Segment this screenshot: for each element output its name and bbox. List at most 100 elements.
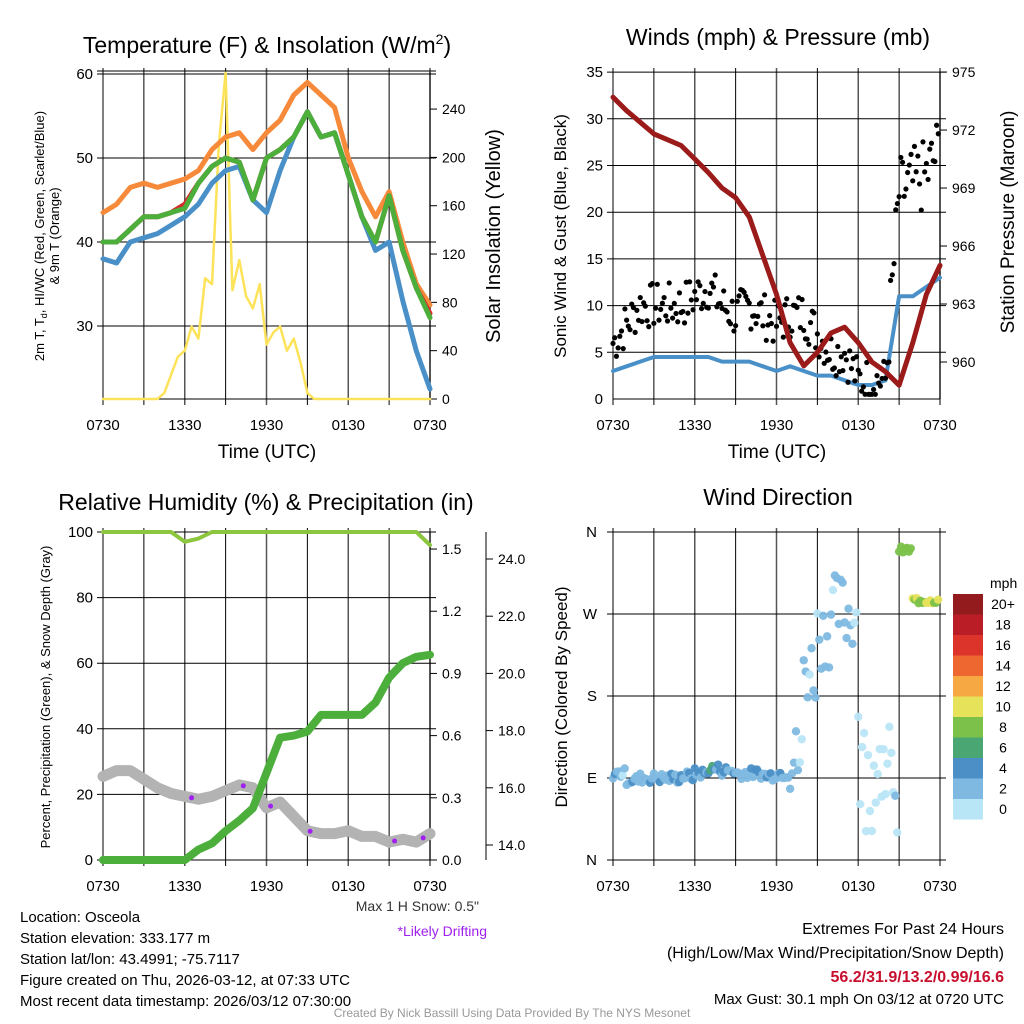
- gust-point: [644, 318, 650, 324]
- gust-point: [911, 143, 918, 150]
- gust-point: [637, 294, 643, 301]
- temp-yr-tick-label: 80: [442, 294, 458, 310]
- gust-point: [673, 310, 679, 317]
- precip-y-tick-label: 0.9: [442, 665, 462, 681]
- direction-point: [906, 544, 916, 553]
- direction-point: [848, 639, 857, 648]
- dir-xtick-label: 0730: [596, 878, 629, 895]
- location: Location: Osceola: [20, 909, 141, 926]
- gust-point: [685, 310, 691, 316]
- gust-point: [624, 317, 630, 323]
- snow-y-tick-label: 16.0: [498, 780, 525, 796]
- colorbar-swatch: [953, 717, 983, 738]
- gust-point: [845, 379, 851, 385]
- direction-point: [885, 722, 894, 732]
- dir-ylabel: Direction (Colored By Speed): [552, 586, 571, 807]
- gust-point: [913, 169, 919, 175]
- colorbar-label: 0: [999, 801, 1007, 817]
- gust-point: [882, 375, 889, 381]
- gust-point: [755, 313, 761, 320]
- gust-point: [690, 307, 696, 313]
- gust-point: [908, 151, 914, 157]
- gust-point: [767, 313, 773, 319]
- gust-point: [627, 327, 633, 333]
- temp-y-tick-label: 50: [76, 150, 93, 167]
- gust-point: [652, 305, 659, 311]
- wind-ylabel: Sonic Wind & Gust (Blue, Black): [551, 114, 570, 358]
- colorbar-label: 14: [995, 658, 1011, 674]
- direction-point: [828, 585, 838, 595]
- temp-ylabel-right: Solar Insolation (Yellow): [483, 129, 505, 343]
- direction-point: [805, 670, 814, 679]
- gust-point: [734, 298, 740, 304]
- colorbar-label: 8: [999, 719, 1007, 735]
- colorbar-label: 2: [999, 781, 1007, 797]
- gust-point: [804, 336, 810, 342]
- gust-point: [620, 346, 626, 352]
- gust-point: [709, 280, 715, 286]
- gust-point: [888, 277, 894, 284]
- rh-y-tick-label: 100: [68, 524, 93, 541]
- drift-note: *Likely Drifting: [398, 923, 487, 939]
- gust-point: [893, 207, 899, 213]
- solar-insolation-line: [101, 71, 432, 401]
- gust-point: [831, 365, 838, 371]
- gust-point: [676, 290, 683, 296]
- dir-tick-label: S: [587, 688, 597, 705]
- temp-xtick-label: 0730: [86, 417, 119, 434]
- direction-point: [859, 728, 869, 738]
- temp-yr-tick-label: 40: [442, 343, 458, 359]
- created: Figure created on Thu, 2026-03-12, at 07…: [20, 972, 350, 989]
- wind-yr-tick-label: 972: [952, 122, 976, 138]
- gust-point: [681, 320, 688, 326]
- rh-y-tick-label: 80: [76, 590, 93, 607]
- gust-point: [705, 305, 711, 311]
- dewpoint-line: [100, 109, 433, 392]
- temp-yr-tick-label: 120: [442, 246, 466, 262]
- colorbar-label: 6: [999, 740, 1007, 756]
- direction-point: [933, 595, 943, 604]
- gust-point: [671, 300, 677, 307]
- gust-point: [618, 328, 625, 334]
- gust-point: [649, 281, 655, 287]
- gust-point: [700, 300, 706, 306]
- gust-point: [610, 340, 616, 347]
- wind-title: Winds (mph) & Pressure (mb): [626, 24, 930, 50]
- precip-y-tick-label: 1.2: [442, 603, 462, 619]
- recent: Most recent data timestamp: 2026/03/12 0…: [20, 993, 352, 1010]
- gust-point: [780, 334, 786, 340]
- gust-point: [848, 365, 855, 372]
- temp-yr-tick-label: 0: [442, 391, 450, 407]
- gust-point: [814, 331, 820, 337]
- gust-point: [894, 200, 901, 207]
- rh-y-tick-label: 40: [76, 721, 93, 738]
- direction-point: [863, 750, 873, 760]
- direction-point: [809, 686, 818, 695]
- gust-point: [853, 354, 860, 360]
- precip-y-tick-label: 0.3: [442, 790, 462, 806]
- rh-y-tick-label: 60: [76, 655, 93, 672]
- snow-y-tick-label: 24.0: [498, 551, 525, 567]
- temp-ylabel: 2m T, Td, HI/WC (Red, Green, Scarlet/Blu…: [32, 111, 62, 361]
- wind-y-tick-label: 20: [586, 204, 603, 221]
- dir-xtick-label: 0730: [923, 878, 956, 895]
- direction-point: [618, 771, 627, 780]
- gust-point: [821, 360, 827, 366]
- gust-point: [843, 357, 849, 363]
- svg-text:& 9m T (Orange): & 9m T (Orange): [47, 187, 62, 284]
- gust-point: [642, 303, 648, 309]
- gust-point: [870, 386, 877, 393]
- drifting-marker: [307, 828, 313, 834]
- gust-point: [680, 308, 686, 315]
- gust-point: [763, 337, 769, 343]
- max-gust: Max Gust: 30.1 mph On 03/12 at 0720 UTC: [713, 991, 1004, 1008]
- gust-point: [639, 318, 645, 325]
- wind-xtick-label: 0730: [596, 417, 629, 434]
- colorbar-label: 16: [995, 637, 1011, 653]
- colorbar-swatch: [953, 737, 983, 758]
- colorbar-swatch: [953, 655, 983, 676]
- gust-point: [697, 283, 703, 289]
- gust-point: [654, 281, 660, 287]
- gust-point: [898, 154, 904, 161]
